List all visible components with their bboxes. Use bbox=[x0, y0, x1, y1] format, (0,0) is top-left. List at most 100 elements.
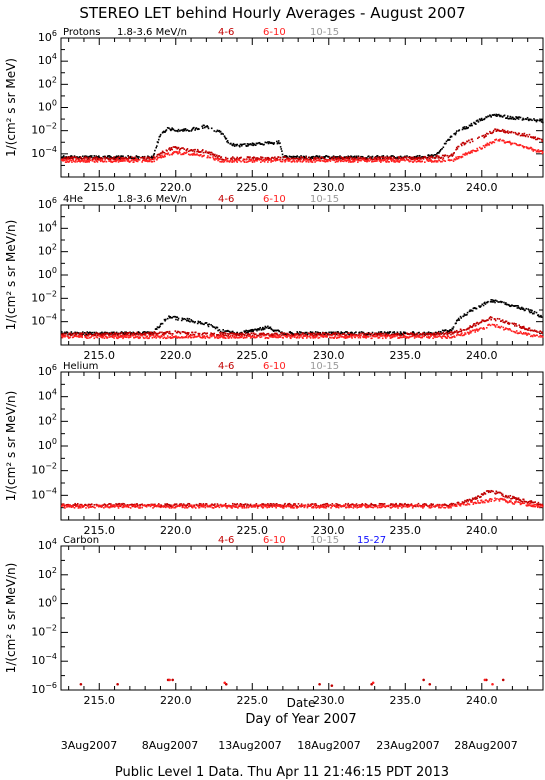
y-tick-label: 102 bbox=[38, 243, 57, 258]
data-point bbox=[330, 331, 332, 334]
data-point bbox=[455, 132, 457, 134]
data-point bbox=[520, 500, 522, 503]
data-point bbox=[404, 332, 407, 335]
data-point bbox=[163, 151, 166, 154]
data-point bbox=[479, 502, 482, 504]
data-point bbox=[399, 331, 402, 333]
data-point bbox=[492, 141, 494, 143]
data-point bbox=[452, 327, 454, 330]
data-point bbox=[417, 502, 420, 505]
data-point bbox=[277, 141, 279, 144]
data-point bbox=[265, 334, 268, 336]
data-point bbox=[171, 316, 173, 319]
data-point bbox=[97, 332, 100, 335]
data-point bbox=[214, 157, 217, 160]
data-point bbox=[443, 335, 445, 338]
data-point bbox=[129, 155, 132, 158]
data-point bbox=[82, 332, 84, 335]
data-point bbox=[272, 329, 274, 332]
data-point bbox=[85, 337, 88, 339]
data-point bbox=[267, 325, 269, 328]
data-point bbox=[493, 141, 496, 144]
data-point bbox=[515, 330, 518, 332]
data-point bbox=[336, 156, 339, 158]
data-point bbox=[536, 331, 538, 333]
data-point bbox=[487, 491, 490, 494]
data-point bbox=[122, 333, 124, 336]
data-point bbox=[336, 336, 339, 339]
data-point bbox=[115, 503, 118, 506]
data-point bbox=[327, 505, 330, 508]
data-point bbox=[510, 131, 512, 134]
data-point bbox=[131, 504, 133, 507]
data-point bbox=[328, 331, 330, 334]
data-point bbox=[295, 156, 298, 158]
data-point bbox=[219, 130, 222, 133]
data-point bbox=[73, 332, 75, 335]
data-point bbox=[62, 504, 65, 506]
data-point bbox=[398, 161, 401, 163]
data-point bbox=[203, 332, 206, 334]
data-point bbox=[251, 156, 254, 159]
data-point bbox=[519, 134, 522, 137]
data-point bbox=[127, 335, 129, 337]
data-point bbox=[120, 332, 123, 334]
data-point bbox=[217, 505, 219, 508]
data-point bbox=[357, 161, 359, 163]
data-point bbox=[481, 147, 484, 150]
data-point bbox=[89, 504, 92, 507]
data-point bbox=[513, 142, 516, 145]
data-point bbox=[316, 159, 318, 162]
data-point bbox=[119, 157, 121, 160]
data-point bbox=[156, 328, 158, 330]
data-point bbox=[323, 506, 326, 508]
data-point bbox=[425, 158, 428, 161]
data-point bbox=[320, 157, 323, 160]
data-point bbox=[223, 332, 226, 334]
data-point bbox=[236, 161, 239, 163]
x-tick-label: 240.0 bbox=[466, 181, 498, 194]
data-point bbox=[530, 147, 533, 149]
data-point bbox=[281, 332, 284, 335]
data-point bbox=[447, 335, 450, 338]
data-point bbox=[325, 507, 327, 509]
data-point bbox=[499, 300, 502, 303]
data-point bbox=[252, 144, 254, 147]
data-point bbox=[146, 504, 149, 506]
data-point bbox=[324, 504, 327, 507]
data-point bbox=[432, 505, 435, 508]
data-point bbox=[70, 334, 73, 336]
data-point bbox=[246, 336, 248, 339]
data-point bbox=[414, 335, 417, 338]
x-tick-label: 235.0 bbox=[390, 524, 422, 537]
data-point bbox=[108, 332, 111, 334]
data-point bbox=[216, 326, 219, 329]
data-point bbox=[466, 152, 469, 155]
data-point bbox=[131, 159, 133, 161]
data-point bbox=[341, 333, 344, 336]
data-point bbox=[331, 503, 334, 505]
data-point bbox=[534, 505, 537, 508]
data-point bbox=[469, 152, 471, 154]
data-point bbox=[456, 158, 459, 160]
data-point bbox=[74, 161, 76, 163]
data-point bbox=[337, 506, 340, 509]
data-point bbox=[142, 156, 145, 159]
data-point bbox=[127, 336, 130, 339]
data-point bbox=[384, 158, 387, 161]
data-point bbox=[232, 142, 235, 145]
data-point bbox=[151, 158, 154, 160]
data-point bbox=[345, 334, 348, 336]
data-point bbox=[149, 156, 151, 159]
data-point bbox=[520, 332, 522, 334]
data-point bbox=[103, 334, 105, 337]
data-point bbox=[221, 132, 223, 135]
data-point bbox=[505, 320, 508, 323]
data-point bbox=[169, 128, 172, 131]
data-point bbox=[255, 503, 258, 505]
data-point bbox=[466, 502, 469, 505]
data-point bbox=[217, 329, 219, 332]
data-point bbox=[230, 331, 232, 334]
data-point bbox=[312, 332, 314, 335]
data-point bbox=[242, 159, 245, 161]
